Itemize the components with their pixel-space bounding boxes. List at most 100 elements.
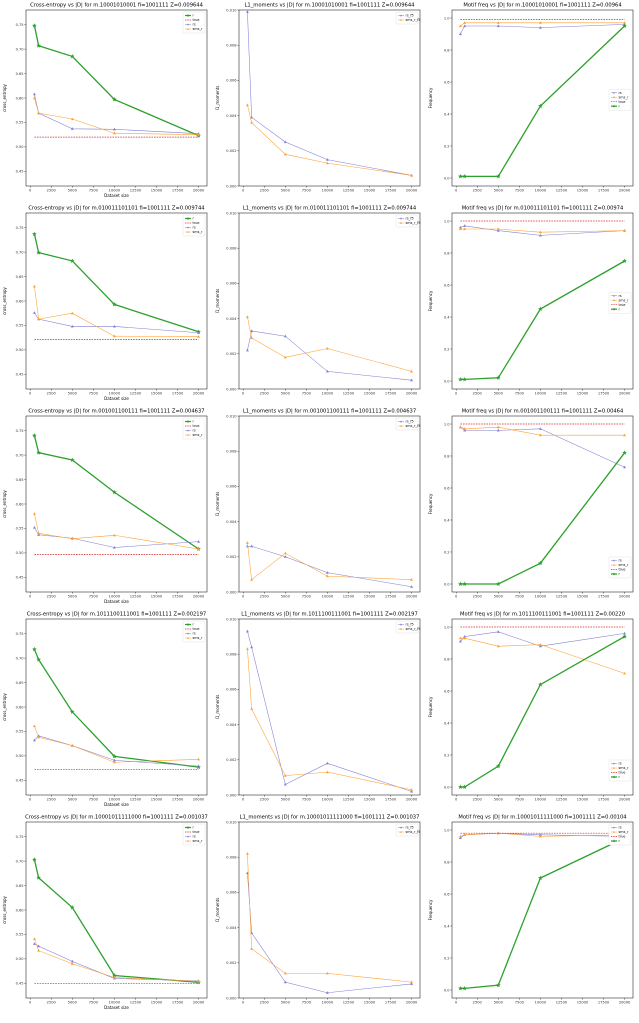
x-tick-label: 12500	[556, 595, 568, 599]
series-line-rs	[460, 631, 625, 647]
x-tick-label: 20000	[406, 392, 418, 396]
x-tick-label: 15000	[577, 595, 589, 599]
plot-frame	[451, 821, 634, 999]
x-tick-label: 5000	[281, 798, 291, 802]
legend-marker	[613, 830, 615, 833]
y-tick-label: 0.8	[444, 657, 450, 661]
chart-title: Cross-entropy vs |D| for m.001001100111 …	[28, 409, 204, 415]
y-tick-label: 0.010	[226, 617, 237, 621]
series-line-sms_r	[34, 286, 199, 337]
series-line-rs_f5	[247, 330, 412, 381]
plot-frame	[25, 9, 208, 187]
chart-title: Motif freq vs |D| for m.10001010001 fi=1…	[463, 3, 622, 9]
x-tick-label: 7500	[515, 392, 525, 396]
data-point-sms_r	[37, 531, 41, 535]
legend-label: rs	[193, 226, 196, 230]
data-point-r	[112, 753, 117, 759]
y-tick-label: 0.2	[444, 144, 450, 148]
plot-area	[458, 626, 627, 789]
legend-label: r	[619, 839, 621, 843]
data-point-r	[32, 231, 37, 237]
y-tick-label: 0.65	[16, 681, 24, 685]
legend-label: rs_f5	[406, 217, 414, 221]
x-tick-label: 10000	[322, 1001, 334, 1005]
data-point-rs	[112, 127, 116, 131]
y-tick-label: 0.60	[16, 96, 25, 100]
data-point-r	[112, 97, 117, 102]
data-point-r	[36, 875, 41, 880]
legend-label: sms_r	[619, 95, 630, 99]
data-point-sms_r	[37, 735, 41, 739]
y-tick-label: 0.45	[16, 982, 24, 986]
data-point-sms_r_f5	[283, 551, 287, 555]
data-point-r	[495, 982, 501, 988]
x-tick-label: 12500	[556, 798, 568, 802]
y-tick-label: 0.006	[226, 79, 237, 83]
y-tick-label: 0.006	[226, 485, 237, 489]
data-point-sms_r	[70, 962, 74, 965]
y-tick-label: 0.006	[226, 282, 237, 286]
legend-label: true	[619, 303, 626, 307]
x-tick-label: 7500	[89, 798, 99, 802]
legend-marker	[400, 826, 402, 829]
data-point-rs	[458, 32, 462, 36]
y-axis-label: l1_moments	[215, 289, 220, 314]
x-tick-label: 15000	[577, 1001, 589, 1005]
data-point-r	[538, 875, 543, 880]
legend-marker	[613, 826, 615, 829]
data-point-rs	[37, 533, 41, 536]
y-tick-label: 0.4	[444, 518, 450, 522]
data-point-rs	[463, 428, 467, 432]
x-tick-label: 10000	[109, 189, 121, 193]
data-point-r	[462, 376, 467, 382]
x-tick-label: 5000	[68, 1001, 78, 1005]
chart-title: Motif freq vs |D| for m.10001011111000 f…	[458, 815, 627, 821]
data-point-sms_r_f5	[325, 971, 329, 975]
legend-marker	[187, 835, 189, 838]
x-tick-label: 7500	[302, 798, 312, 802]
plot-frame	[25, 618, 208, 796]
x-tick-label: 17500	[172, 798, 184, 802]
x-tick-label: 5000	[494, 595, 504, 599]
x-tick-label: 10000	[322, 392, 334, 396]
data-point-r	[32, 646, 37, 652]
x-tick-label: 17500	[385, 1001, 397, 1005]
data-point-sms_r	[32, 724, 36, 728]
y-axis-label: Frequency	[428, 493, 433, 514]
y-tick-label: 0.50	[16, 754, 25, 758]
y-tick-label: 0.000	[226, 996, 237, 1000]
series-line-rs_f5	[247, 545, 412, 587]
data-point-sms_r_f5	[410, 788, 414, 791]
data-point-sms_r	[70, 117, 74, 121]
data-point-rs_f5	[245, 629, 249, 633]
data-point-sms_r_f5	[283, 971, 287, 975]
x-tick-label: 0	[242, 595, 245, 599]
legend-label: sms_r	[193, 839, 204, 843]
legend-marker	[186, 622, 190, 626]
y-tick-label: 0.004	[226, 520, 237, 524]
x-tick-label: 5000	[281, 595, 291, 599]
data-point-sms_r	[463, 21, 467, 24]
y-tick-label: 0.55	[16, 730, 24, 734]
data-point-r	[36, 250, 41, 255]
legend-marker	[400, 830, 402, 833]
chart-panel: Motif freq vs |D| for m.001001100111 fi=…	[428, 409, 634, 599]
x-tick-label: 15000	[364, 1001, 376, 1005]
data-point-sms_r	[70, 744, 74, 747]
y-tick-label: 1.0	[444, 422, 450, 426]
legend-label: rs	[619, 91, 622, 95]
x-axis-label: Dataset size	[104, 802, 129, 807]
series-line-r	[460, 837, 625, 990]
data-point-sms_r	[197, 547, 201, 551]
series-line-rs_f5	[247, 631, 412, 792]
data-point-sms_r_f5	[410, 173, 414, 177]
data-point-r	[36, 43, 41, 48]
data-point-sms_r	[197, 335, 201, 338]
x-tick-label: 17500	[598, 392, 610, 396]
data-point-r	[112, 301, 117, 307]
y-tick-label: 0.004	[226, 317, 237, 321]
data-point-r	[495, 173, 501, 179]
data-point-sms_r	[112, 533, 116, 537]
data-point-rs	[32, 738, 36, 742]
